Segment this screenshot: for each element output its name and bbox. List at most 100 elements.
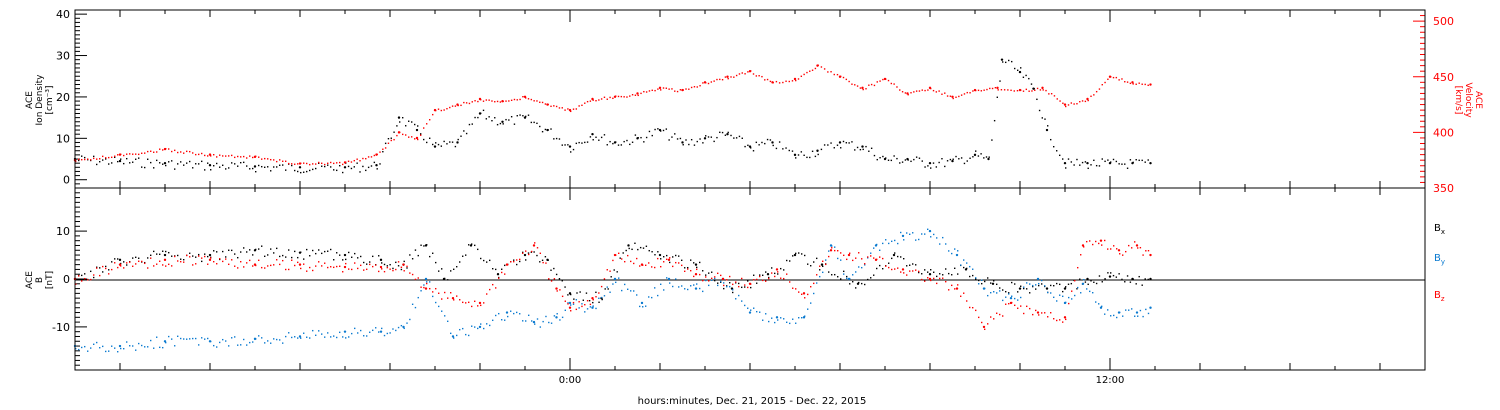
series-dot <box>219 166 221 168</box>
series-dot <box>705 279 707 282</box>
series-dot <box>96 163 98 166</box>
series-dot <box>921 89 923 91</box>
series-dot <box>1056 300 1058 302</box>
data-point <box>1131 81 1134 84</box>
series-dot <box>174 168 176 170</box>
series-dot <box>856 146 859 149</box>
series-dot <box>522 252 524 254</box>
series-dot <box>1139 246 1142 249</box>
series-dot <box>330 336 332 338</box>
series-dot <box>693 262 695 264</box>
series-dot <box>384 147 387 149</box>
series-dot <box>668 139 670 141</box>
series-dot <box>210 257 212 259</box>
series-dot <box>459 328 461 331</box>
series-dot <box>507 315 509 318</box>
series-dot <box>1131 308 1133 310</box>
series-dot <box>300 171 302 174</box>
series-dot <box>1065 318 1067 321</box>
series-dot <box>750 309 752 311</box>
series-dot <box>897 255 899 258</box>
series-dot <box>963 266 965 269</box>
series-dot <box>592 305 594 307</box>
series-dot <box>822 265 824 268</box>
series-dot <box>395 329 397 332</box>
series-dot <box>108 269 110 271</box>
series-dot <box>918 270 920 273</box>
data-point <box>456 141 459 144</box>
axis-label-line: [nT] <box>45 271 55 289</box>
series-dot <box>873 154 876 157</box>
series-dot <box>707 82 710 85</box>
series-dot <box>471 101 473 103</box>
series-dot <box>699 138 701 140</box>
data-point <box>343 330 347 333</box>
data-point <box>478 301 482 305</box>
series-dot <box>699 85 701 87</box>
series-dot <box>498 277 500 279</box>
series-dot <box>729 285 731 288</box>
time-tick-label: 12:00 <box>1096 375 1125 386</box>
series-dot <box>978 283 980 285</box>
data-point <box>118 153 122 156</box>
series-dot <box>508 100 510 102</box>
series-dot <box>285 169 287 171</box>
series-dot <box>162 163 164 165</box>
data-point <box>667 277 671 281</box>
series-dot <box>755 75 758 77</box>
series-dot <box>868 84 870 86</box>
series-dot <box>1005 61 1007 64</box>
series-dot <box>814 67 817 70</box>
series-dot <box>720 280 722 283</box>
series-dot <box>534 323 536 325</box>
series-dot <box>550 322 553 324</box>
series-dot <box>354 252 356 255</box>
series-dot <box>963 292 965 294</box>
series-dot <box>828 250 830 252</box>
series-dot <box>516 311 518 314</box>
series-dot <box>489 259 491 262</box>
data-point <box>1032 87 1035 90</box>
series-dot <box>365 169 367 172</box>
series-dot <box>81 346 83 349</box>
data-point <box>802 316 806 319</box>
series-dot <box>462 327 464 330</box>
series-dot <box>693 86 696 88</box>
series-dot <box>429 255 431 258</box>
series-dot <box>558 107 561 109</box>
series-dot <box>612 97 614 100</box>
series-dot <box>972 156 974 158</box>
series-dot <box>613 269 615 271</box>
series-dot <box>357 267 359 270</box>
series-dot <box>126 157 128 160</box>
series-dot <box>589 303 592 306</box>
series-dot <box>553 278 556 280</box>
series-dot <box>996 312 998 314</box>
series-dot <box>984 328 986 331</box>
series-dot <box>890 82 893 85</box>
series-dot <box>237 267 239 269</box>
series-dot <box>111 162 113 164</box>
series-dot <box>417 254 419 257</box>
series-dot <box>496 100 499 103</box>
series-dot <box>816 282 818 284</box>
series-dot <box>447 297 449 299</box>
series-dot <box>1079 278 1081 280</box>
series-dot <box>921 233 923 235</box>
series-dot <box>120 265 122 267</box>
series-dot <box>833 147 835 149</box>
series-dot <box>906 274 908 276</box>
series-dot <box>456 295 458 297</box>
series-dot <box>609 291 611 293</box>
series-dot <box>318 162 320 164</box>
series-dot <box>939 277 941 280</box>
series-dot <box>938 161 940 164</box>
series-dot <box>629 95 631 97</box>
series-dot <box>803 73 805 76</box>
series-dot <box>327 162 329 165</box>
series-dot <box>108 273 110 275</box>
series-dot <box>291 163 293 165</box>
series-dot <box>1098 165 1101 167</box>
